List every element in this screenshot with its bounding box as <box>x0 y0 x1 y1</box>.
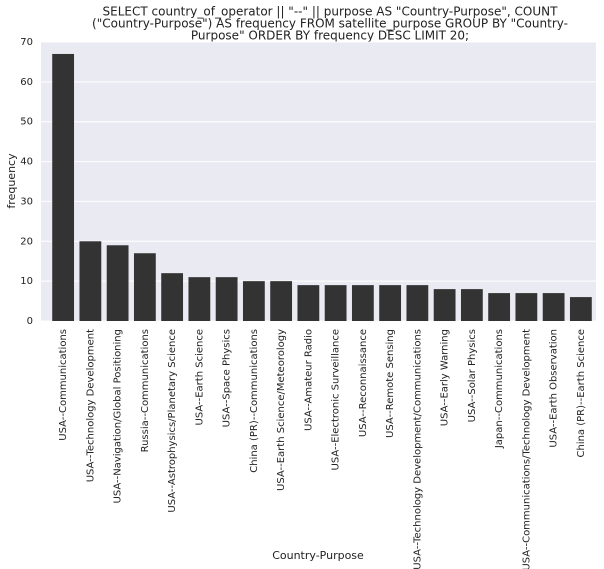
bar <box>297 285 320 321</box>
x-tick-label: USA--Solar Physics <box>467 329 478 422</box>
bar <box>542 293 565 321</box>
bar <box>106 245 129 321</box>
bar <box>406 285 429 321</box>
bar <box>242 281 265 321</box>
y-tick-label: 0 <box>27 316 33 327</box>
x-axis-label: Country-Purpose <box>272 549 364 562</box>
x-tick-label: China (PR)--Communications <box>249 329 260 473</box>
y-tick-label: 70 <box>20 37 33 48</box>
x-tick-label: USA--Astrophysics/Planetary Science <box>167 329 178 513</box>
bar <box>270 281 293 321</box>
x-tick-label: USA--Space Physics <box>222 329 233 427</box>
bar <box>52 53 75 321</box>
x-tick-label: China (PR)--Earth Science <box>576 329 587 458</box>
bar <box>488 293 511 321</box>
bar <box>569 297 592 321</box>
y-tick-label: 30 <box>20 196 33 207</box>
bar <box>79 241 102 321</box>
x-tick-label: USA--Earth Observation <box>549 329 560 448</box>
chart-title-line: SELECT country_of_operator || "--" || pu… <box>103 5 559 19</box>
bar <box>133 253 156 321</box>
x-tick-label: Russia--Communications <box>140 329 151 452</box>
chart-title-line: ("Country-Purpose") AS frequency FROM sa… <box>92 17 568 31</box>
x-tick-label: USA--Electronic Surveillance <box>331 329 342 470</box>
plot-background <box>41 42 596 321</box>
y-axis-label: frequency <box>5 153 18 209</box>
chart-title-line: Purpose" ORDER BY frequency DESC LIMIT 2… <box>191 29 469 43</box>
x-tick-label: USA--Communications/Technology Developme… <box>521 329 532 569</box>
x-tick-label: USA--Reconnaissance <box>358 329 369 437</box>
bar <box>351 285 374 321</box>
bar <box>379 285 402 321</box>
x-tick-label: USA--Amateur Radio <box>303 329 314 431</box>
bar <box>433 289 456 321</box>
x-tick-label: USA--Early Warning <box>440 329 451 426</box>
x-tick-label: USA--Navigation/Global Positioning <box>113 329 124 503</box>
bar <box>515 293 538 321</box>
bar <box>161 273 184 321</box>
y-tick-label: 50 <box>20 117 33 128</box>
bar <box>324 285 347 321</box>
bar <box>188 277 211 321</box>
x-tick-label: USA--Remote Sensing <box>385 329 396 438</box>
y-tick-label: 60 <box>20 77 33 88</box>
x-tick-label: USA--Technology Development <box>85 329 96 482</box>
x-tick-label: USA--Earth Science <box>194 329 205 425</box>
y-tick-label: 40 <box>20 157 33 168</box>
y-tick-label: 20 <box>20 236 33 247</box>
bar <box>215 277 238 321</box>
x-tick-label: Japan--Communications <box>494 329 505 449</box>
y-tick-label: 10 <box>20 276 33 287</box>
x-tick-label: USA--Technology Development/Communicatio… <box>412 329 423 569</box>
x-tick-label: USA--Earth Science/Meteorology <box>276 329 287 491</box>
bar <box>460 289 483 321</box>
x-tick-label: USA--Communications <box>58 329 69 441</box>
